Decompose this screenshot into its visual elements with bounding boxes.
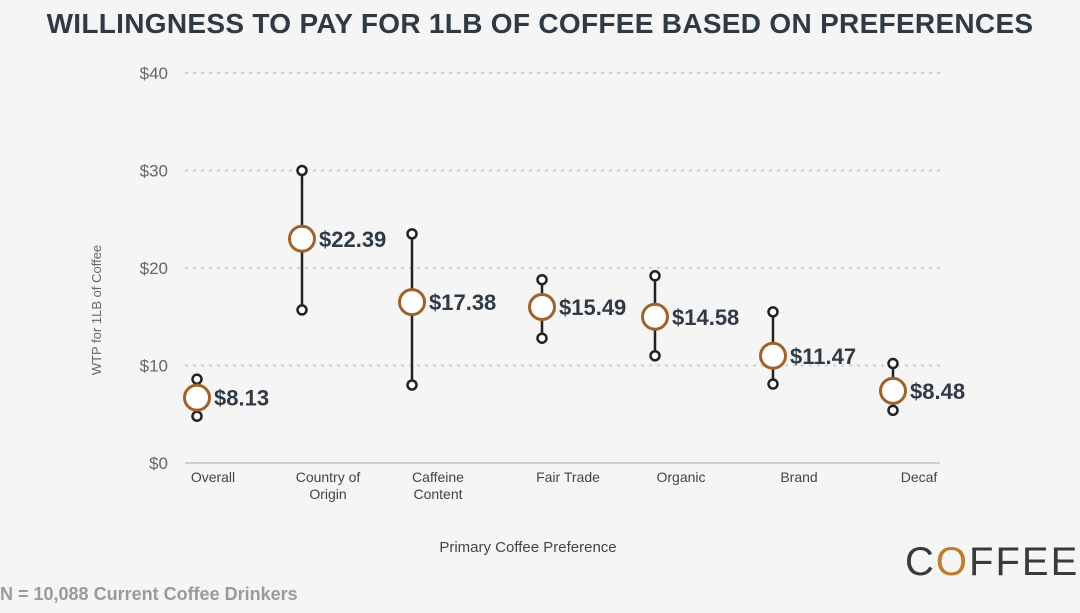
y-tick-label: $0 (149, 454, 168, 473)
category-label-line: Organic (656, 469, 705, 485)
mean-marker (528, 293, 556, 321)
category-label-line: Brand (780, 469, 817, 485)
coffee-logo: COFFEE (905, 540, 1079, 585)
value-label: $17.38 (429, 290, 496, 315)
value-label: $22.39 (319, 227, 386, 252)
y-tick-label: $30 (140, 162, 168, 181)
mean-marker (398, 288, 426, 317)
y-tick-label: $10 (140, 357, 168, 376)
y-tick-label: $40 (140, 64, 168, 83)
logo-rest: FFEE (969, 540, 1080, 584)
range-low-point (767, 378, 779, 390)
range-low-point (649, 350, 661, 362)
mean-marker (641, 302, 669, 331)
range-high-point (191, 373, 203, 385)
category-label-line: Overall (191, 469, 235, 485)
category-label: Organic (656, 469, 705, 485)
category-label-line: Caffeine (412, 469, 464, 485)
mean-marker (879, 376, 907, 405)
category-label-line: Origin (309, 486, 346, 502)
range-high-point (296, 164, 308, 177)
value-label: $8.48 (910, 379, 965, 404)
mean-marker (759, 341, 787, 370)
range-low-point (406, 379, 418, 391)
sample-size-note: N = 10,088 Current Coffee Drinkers (0, 584, 298, 604)
category-label-line: Content (413, 486, 462, 502)
category-label: Caffeine Content (412, 469, 464, 502)
range-low-point (191, 410, 203, 422)
range-low-point (887, 404, 899, 417)
range-low-point (536, 332, 548, 344)
range-high-point (887, 357, 899, 370)
range-low-point (296, 304, 308, 316)
range-high-point (767, 306, 779, 318)
category-label-line: Fair Trade (536, 469, 600, 485)
category-label: Decaf (901, 469, 938, 485)
value-label: $11.47 (790, 344, 856, 369)
category-label: Country of Origin (296, 469, 361, 502)
logo-o: O (935, 540, 970, 584)
value-label: $15.49 (559, 295, 626, 320)
chart-title: WILLINGNESS TO PAY FOR 1LB OF COFFEE BAS… (46, 8, 1034, 39)
y-axis-label: WTP for 1LB of Coffee (89, 245, 104, 375)
category-label-line: Decaf (901, 469, 938, 485)
mean-marker (288, 224, 316, 253)
range-high-point (406, 228, 418, 240)
range-high-point (536, 273, 548, 286)
mean-marker (183, 383, 211, 412)
category-label-line: Country of (296, 469, 361, 485)
value-label: $8.13 (214, 386, 269, 411)
category-label: Brand (780, 469, 817, 485)
range-high-point (649, 270, 661, 282)
y-tick-label: $20 (140, 259, 168, 278)
category-label: Overall (191, 469, 235, 485)
x-axis-label: Primary Coffee Preference (439, 539, 616, 556)
value-label: $14.58 (672, 305, 739, 330)
logo-c: C (905, 540, 936, 584)
category-label: Fair Trade (536, 469, 600, 485)
